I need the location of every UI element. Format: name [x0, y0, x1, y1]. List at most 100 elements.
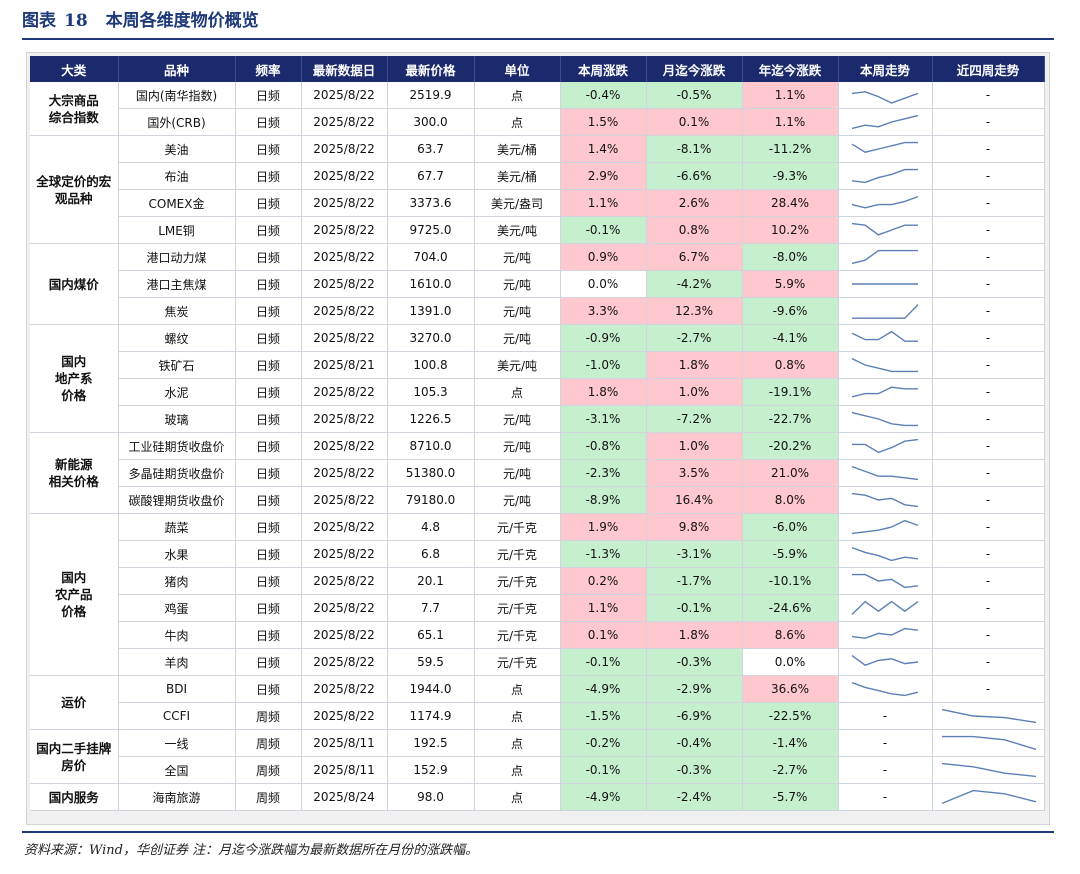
- latest-date: 2025/8/21: [301, 351, 388, 379]
- month-to-date-change: 1.8%: [646, 621, 743, 649]
- year-to-date-change: 1.1%: [742, 82, 839, 109]
- category-cell: 国内 地产系 价格: [30, 324, 119, 433]
- latest-price: 1944.0: [387, 675, 475, 703]
- frequency: 日频: [235, 675, 302, 703]
- table-row: LME铜 日频 2025/8/22 9725.0 美元/吨 -0.1% 0.8% 10.2% -: [30, 216, 1045, 244]
- year-to-date-change: 0.0%: [742, 648, 839, 676]
- sparkline-path: [852, 573, 919, 589]
- month-to-date-change: -8.1%: [646, 135, 743, 163]
- month-to-date-change: -0.3%: [646, 648, 743, 676]
- category-cell: 全球定价的宏 观品种: [30, 135, 119, 244]
- latest-price: 100.8: [387, 351, 475, 379]
- bottom-rule: [22, 831, 1054, 833]
- figure-title: 图表 18 本周各维度物价概览: [22, 6, 259, 36]
- four-week-trend: -: [932, 486, 1045, 514]
- latest-date: 2025/8/22: [301, 621, 388, 649]
- category-label: 国内: [61, 570, 87, 585]
- year-to-date-change: -8.0%: [742, 243, 839, 271]
- year-to-date-change: 8.0%: [742, 486, 839, 514]
- latest-date: 2025/8/22: [301, 675, 388, 703]
- column-header: 本周走势: [838, 56, 933, 82]
- sparkline: [941, 762, 1037, 778]
- latest-price: 300.0: [387, 108, 475, 136]
- month-to-date-change: 1.0%: [646, 432, 743, 460]
- item-name: 猪肉: [118, 567, 236, 595]
- weekly-trend: [838, 324, 933, 352]
- category-label: 新能源: [54, 457, 93, 472]
- weekly-change: 1.9%: [560, 513, 647, 541]
- table-row: 国内 地产系 价格 螺纹 日频 2025/8/22 3270.0 元/吨 -0.9% -2.7% -…: [30, 324, 1045, 433]
- category-label: 房价: [61, 757, 87, 773]
- latest-price: 1391.0: [387, 297, 475, 325]
- category-label: 全球定价的宏: [36, 173, 112, 189]
- item-name: 国内(南华指数): [118, 82, 236, 109]
- four-week-trend: -: [932, 378, 1045, 406]
- four-week-trend: -: [932, 540, 1045, 568]
- sparkline: [851, 222, 918, 236]
- column-header: 单位: [474, 56, 561, 82]
- four-week-trend: -: [932, 567, 1045, 595]
- four-week-trend: -: [932, 594, 1045, 622]
- weekly-trend: -: [838, 729, 933, 757]
- sparkline: [851, 168, 918, 184]
- latest-date: 2025/8/22: [301, 324, 388, 352]
- weekly-trend: [838, 270, 933, 298]
- month-to-date-change: 1.0%: [646, 378, 743, 406]
- category-label: 国内: [61, 354, 87, 369]
- frequency: 日频: [235, 486, 302, 514]
- item-name: 美油: [118, 135, 236, 163]
- latest-price: 1226.5: [387, 405, 475, 433]
- latest-date: 2025/8/22: [301, 270, 388, 298]
- sparkline-path: [851, 222, 918, 236]
- month-to-date-change: 2.6%: [646, 189, 743, 217]
- frequency: 日频: [235, 324, 302, 352]
- unit: 元/吨: [474, 405, 561, 433]
- frequency: 周频: [235, 783, 302, 811]
- item-name: 多晶硅期货收盘价: [118, 459, 236, 487]
- latest-price: 4.8: [387, 513, 475, 541]
- item-name: 国外(CRB): [118, 108, 236, 136]
- unit: 元/吨: [474, 297, 561, 325]
- latest-price: 704.0: [387, 243, 475, 271]
- table-row: 铁矿石 日频 2025/8/21 100.8 美元/吨 -1.0% 1.8% 0.8% -: [30, 351, 1045, 379]
- category-label: 观品种: [54, 190, 93, 206]
- latest-date: 2025/8/22: [301, 297, 388, 325]
- month-to-date-change: 3.5%: [646, 459, 743, 487]
- sparkline: [851, 330, 918, 342]
- unit: 点: [474, 675, 561, 703]
- sparkline-path: [851, 91, 919, 104]
- column-header: 近四周走势: [932, 56, 1045, 82]
- sparkline: [851, 357, 918, 373]
- item-name: LME铜: [118, 216, 236, 244]
- category-cell: 国内二手挂牌 房价: [30, 729, 119, 784]
- month-to-date-change: -0.3%: [646, 756, 743, 784]
- year-to-date-change: -1.4%: [742, 729, 839, 757]
- latest-date: 2025/8/22: [301, 243, 388, 271]
- weekly-change: -0.1%: [560, 216, 647, 244]
- sparkline: [851, 681, 919, 697]
- category-cell: 国内服务: [30, 783, 119, 811]
- sparkline: [851, 249, 918, 265]
- column-header: 年迄今涨跌: [742, 56, 839, 82]
- latest-date: 2025/8/11: [301, 729, 388, 757]
- four-week-trend: -: [932, 432, 1045, 460]
- year-to-date-change: -22.7%: [742, 405, 839, 433]
- four-week-trend: -: [932, 270, 1045, 298]
- sparkline: [851, 411, 918, 427]
- table-row: 国内 农产品 价格 蔬菜 日频 2025/8/22 4.8 元/千克 1.9% 9.8% -6.0%…: [30, 513, 1045, 676]
- item-name: 铁矿石: [118, 351, 236, 379]
- sparkline: [851, 91, 919, 104]
- frequency: 日频: [235, 459, 302, 487]
- unit: 元/吨: [474, 243, 561, 271]
- category-label: 国内煤价: [48, 276, 99, 292]
- weekly-trend: [838, 351, 933, 379]
- sparkline-path: [851, 386, 918, 398]
- four-week-trend: -: [932, 513, 1045, 541]
- category-cell: 大宗商品 综合指数: [30, 82, 119, 136]
- frequency: 日频: [235, 270, 302, 298]
- sparkline: [851, 655, 919, 666]
- latest-price: 1610.0: [387, 270, 475, 298]
- sparkline-path: [851, 492, 919, 508]
- month-to-date-change: -1.7%: [646, 567, 743, 595]
- sparkline-path: [851, 465, 919, 481]
